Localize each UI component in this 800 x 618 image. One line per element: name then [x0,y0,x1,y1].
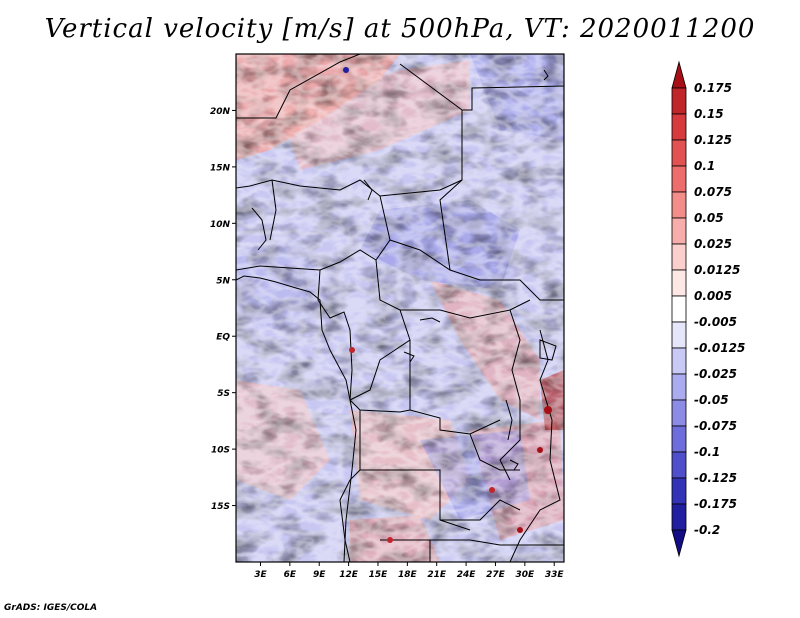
colorbar-label: 0.125 [694,133,732,147]
colorbar-label: 0.175 [694,81,732,95]
colorbar-box [671,165,687,193]
colorbar-label: 0.0125 [694,263,740,277]
colorbar-box [671,191,687,219]
lat-tick-label: 15N [210,163,231,173]
colorbar-box [671,321,687,349]
colorbar-label: 0.05 [694,211,724,225]
colorbar-box [671,269,687,297]
country-borders [236,54,564,562]
lon-tick-label: 30E [515,570,535,580]
lat-tick-label: 10N [210,220,231,230]
colorbar-label: -0.125 [694,471,737,485]
lat-tick-label: EQ [216,333,230,343]
grads-credit: GrADS: IGES/COLA [4,603,98,613]
colorbar-box [671,399,687,427]
colorbar: 0.175 0.15 0.125 0.1 0.075 0.05 0.025 0.0125 0.0… [671,60,745,558]
colorbar-label: 0.15 [694,107,724,121]
colorbar-label: -0.1 [694,445,720,459]
colorbar-label: 0.025 [694,237,732,251]
lat-tick-label: 20N [210,107,231,117]
lon-tick-label: 3E [254,570,267,580]
lon-tick-label: 27E [486,570,506,580]
colorbar-label: -0.005 [694,315,737,329]
lat-tick-label: 5N [216,276,230,286]
colorbar-box [671,347,687,375]
colorbar-box [671,451,687,479]
colorbar-label: 0.005 [694,289,732,303]
longitude-axis: 3E 6E 9E 12E 15E 18E 21E 24E 27E 30E 33E [254,562,564,580]
lon-tick-label: 21E [427,570,447,580]
colorbar-label: -0.075 [694,419,737,433]
colorbar-box [671,87,687,115]
map-title: Vertical velocity [m/s] at 500hPa, VT: 2… [44,14,756,44]
colorbar-label: -0.025 [694,367,737,381]
lon-tick-label: 15E [369,570,389,580]
lat-tick-label: 15S [211,502,230,512]
lat-tick-label: 10S [211,446,230,456]
lon-tick-label: 9E [313,570,326,580]
colorbar-label: -0.175 [694,497,737,511]
colorbar-box [671,477,687,505]
lon-tick-label: 18E [398,570,418,580]
lon-tick-label: 12E [339,570,359,580]
latitude-axis: 20N 15N 10N 5N EQ 5S 10S 15S [210,107,236,512]
lon-tick-label: 6E [284,570,297,580]
map-frame [235,53,565,563]
intense-cells [343,67,552,543]
lat-tick-label: 5S [217,389,230,399]
colorbar-label: -0.2 [694,523,720,537]
map-plot-area [236,54,564,562]
lon-tick-label: 24E [457,570,477,580]
colorbar-box [671,503,687,531]
colorbar-box [671,295,687,323]
colorbar-box [671,113,687,141]
colorbar-top-triangle [671,60,687,89]
colorbar-box [671,373,687,401]
colorbar-label: 0.1 [694,159,715,173]
colorbar-box [671,425,687,453]
colorbar-bottom-triangle [671,529,687,558]
texture-light [236,54,564,562]
colorbar-box [671,217,687,245]
colorbar-label: 0.075 [694,185,732,199]
lon-tick-label: 33E [545,570,565,580]
colorbar-label: -0.0125 [694,341,745,355]
colorbar-box [671,243,687,271]
colorbar-box [671,139,687,167]
colorbar-label: -0.05 [694,393,729,407]
